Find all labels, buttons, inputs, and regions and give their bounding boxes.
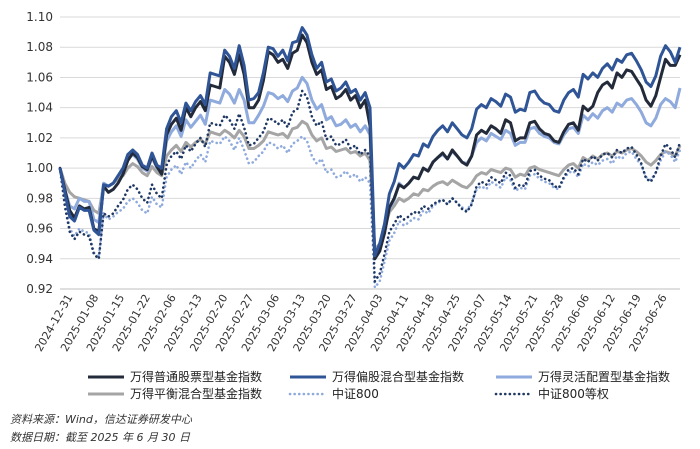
series-line-4 xyxy=(58,135,682,289)
y-tick-label: 1.02 xyxy=(26,131,53,145)
series-line-5 xyxy=(58,89,682,283)
y-tick-label: 1.06 xyxy=(26,70,53,84)
y-tick-label: 0.96 xyxy=(26,222,53,236)
y-axis: 0.92 0.94 0.96 0.98 1.00 1.02 1.04 1.06 1.08 1.10 xyxy=(26,10,53,296)
y-tick-label: 1.10 xyxy=(26,10,53,24)
y-tick-label: 1.08 xyxy=(26,40,53,54)
y-tick-label: 0.94 xyxy=(26,252,53,266)
legend-label-0: 万得普通股票型基金指数 xyxy=(130,369,262,384)
legend-label-3: 万得平衡混合型基金指数 xyxy=(130,386,262,401)
source-note: 资料来源：Wind，信达证券研发中心 xyxy=(10,413,192,426)
legend-label-5: 中证800等权 xyxy=(538,386,609,401)
legend-label-4: 中证800 xyxy=(332,386,379,401)
legend-label-1: 万得偏股混合型基金指数 xyxy=(332,369,464,384)
y-tick-label: 0.98 xyxy=(26,191,53,205)
y-tick-label: 1.00 xyxy=(26,161,53,175)
date-note: 数据日期：截至 2025 年 6 月 30 日 xyxy=(10,431,190,444)
legend-label-2: 万得灵活配置型基金指数 xyxy=(538,369,670,384)
series-lines xyxy=(58,26,682,289)
y-tick-label: 1.04 xyxy=(26,101,53,115)
x-axis: 2024-12-312025-01-082025-01-152025-01-22… xyxy=(32,288,680,354)
series-line-1 xyxy=(58,26,682,258)
legend: 万得普通股票型基金指数 万得偏股混合型基金指数 万得灵活配置型基金指数万得平衡混合型… xyxy=(88,369,670,401)
y-tick-label: 0.92 xyxy=(26,282,53,296)
